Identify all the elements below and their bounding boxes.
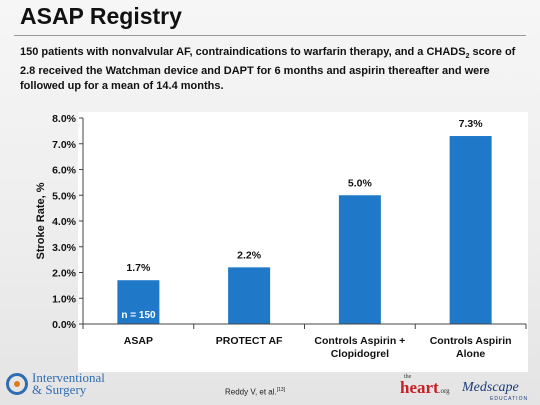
- x-tick-label-line: PROTECT AF: [216, 335, 283, 347]
- y-tick-label: 7.0%: [52, 139, 77, 151]
- x-tick-label-line: Alone: [456, 348, 485, 360]
- x-tick-label: Controls Aspirin Alone: [430, 335, 512, 360]
- citation: Reddy V, et al.[13]: [225, 387, 285, 397]
- x-tick-label: PROTECT AF: [216, 335, 283, 347]
- medscape-education-label: EDUCATION: [490, 396, 529, 402]
- logo-line2: & Surgery: [32, 382, 87, 397]
- bar-annotation: n = 150: [121, 310, 156, 321]
- interventional-surgery-logo: Interventional & Surgery: [6, 370, 105, 397]
- bar: [117, 280, 160, 324]
- logo-circle-icon: [6, 373, 28, 395]
- x-tick-label-line: ASAP: [124, 335, 153, 347]
- y-tick-label: 2.0%: [52, 268, 77, 280]
- y-tick-label: 5.0%: [52, 190, 77, 202]
- y-tick-label: 0.0%: [52, 319, 77, 331]
- subtitle-text-2: score of 2.8 received the Watchman devic…: [20, 46, 516, 93]
- y-axis: 0.0% 1.0% 2.0% 3.0% 4.0% 5.0% 6.0% 7.0% 8.0%: [52, 113, 84, 331]
- y-axis-title: Stroke Rate, %: [35, 182, 47, 259]
- bar: [449, 136, 492, 324]
- x-tick-label-line: Controls Aspirin +: [314, 335, 405, 347]
- y-tick-label: 1.0%: [52, 293, 77, 305]
- heart-logo-org: .org: [438, 387, 450, 395]
- x-tick-label-line: Clopidogrel: [331, 348, 389, 360]
- x-tick-label: ASAP: [124, 335, 153, 347]
- bar-data-label: 7.3%: [459, 118, 484, 130]
- bars: 1.7% 2.2% 5.0% 7.3% n = 150: [117, 118, 492, 324]
- y-tick-label: 3.0%: [52, 242, 77, 254]
- logo-line1: Interventional: [32, 370, 105, 385]
- bar-data-label: 5.0%: [348, 177, 373, 189]
- subtitle-text-1: 150 patients with nonvalvular AF, contra…: [20, 46, 466, 58]
- x-tick-label-line: Controls Aspirin: [430, 335, 512, 347]
- x-tick-label: Controls Aspirin + Clopidogrel: [314, 335, 405, 360]
- slide-subtitle: 150 patients with nonvalvular AF, contra…: [20, 45, 520, 94]
- y-tick-label: 8.0%: [52, 113, 77, 125]
- subtitle-subscript: 2: [465, 53, 470, 61]
- heart-logo-the: the: [404, 374, 412, 380]
- bar-data-label: 2.2%: [237, 249, 262, 261]
- bar: [338, 195, 381, 324]
- slide-title: ASAP Registry: [20, 3, 182, 29]
- bar: [228, 267, 271, 324]
- heart-logo-main: heart: [400, 378, 439, 397]
- bar-data-label: 1.7%: [126, 262, 151, 274]
- citation-ref: [13]: [276, 387, 286, 393]
- y-tick-label: 4.0%: [52, 216, 77, 228]
- x-axis: ASAP PROTECT AF Controls Aspirin + Clopidog…: [82, 323, 527, 360]
- title-divider: [14, 35, 526, 36]
- medscape-logo: Medscape: [462, 380, 519, 395]
- theheart-org-logo: the heart.org: [400, 374, 450, 398]
- citation-text: Reddy V, et al.: [225, 387, 277, 397]
- y-tick-label: 6.0%: [52, 165, 77, 177]
